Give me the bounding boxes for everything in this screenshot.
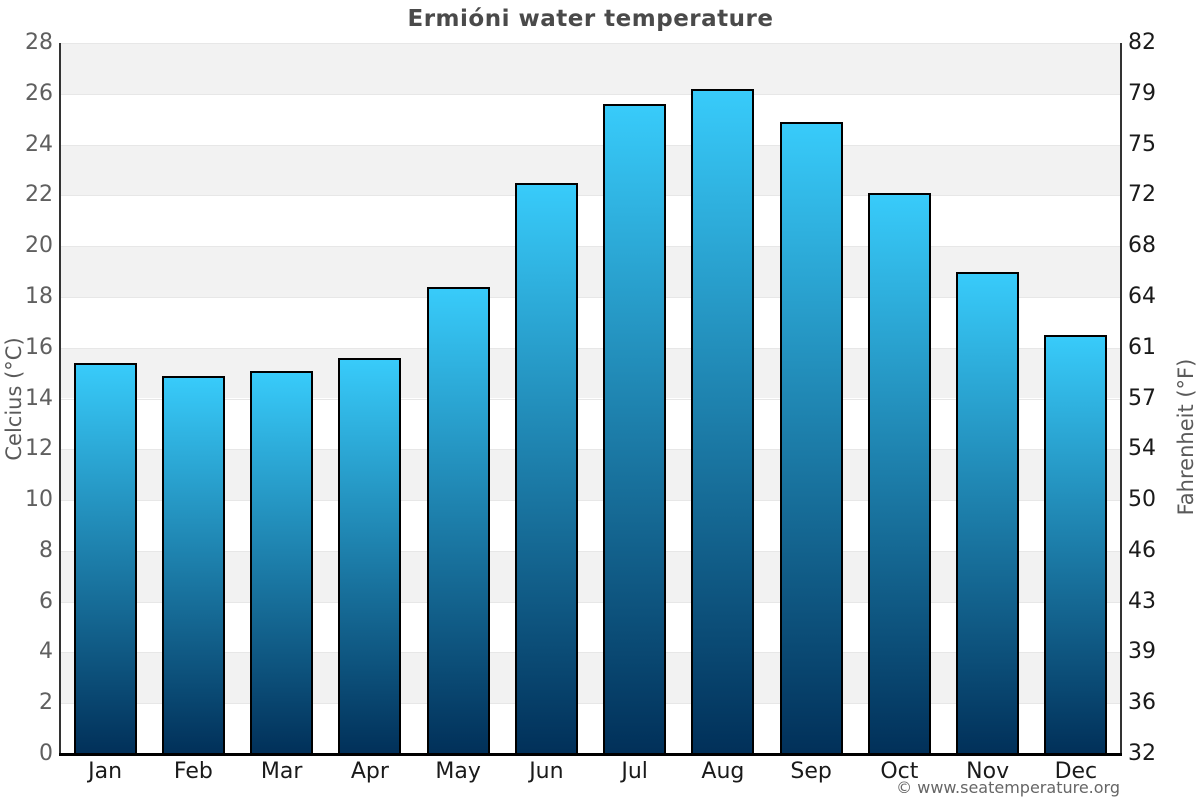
grid-band	[61, 296, 1120, 348]
temperature-bar	[603, 103, 667, 754]
x-tick-label: Mar	[260, 759, 303, 784]
grid-band	[61, 500, 1120, 551]
temperature-bar	[426, 286, 490, 754]
temperature-bar	[1044, 335, 1108, 754]
y-tick-label-right: 75	[1128, 131, 1156, 157]
y-tick-label-left: 28	[25, 30, 53, 55]
y-tick-label-right: 36	[1128, 690, 1156, 716]
y-tick-label-left: 2	[39, 690, 53, 716]
grid-band	[61, 93, 1120, 145]
gridline	[61, 145, 1120, 146]
x-axis-line	[59, 753, 1122, 756]
y-tick-label-right: 68	[1128, 233, 1156, 259]
y-tick-label-right: 39	[1128, 639, 1156, 665]
y-tick-label-left: 0	[39, 741, 53, 766]
x-tick-label: Jun	[529, 759, 564, 784]
x-tick-label: Nov	[966, 759, 1010, 784]
grid-band	[61, 144, 1120, 196]
grid-band	[61, 398, 1120, 450]
gridline	[61, 551, 1120, 552]
y-tick-label-left: 18	[25, 283, 53, 309]
y-tick-label-right: 79	[1128, 80, 1156, 106]
gridline	[61, 297, 1120, 298]
x-tick-label: Jan	[88, 759, 123, 784]
temperature-bar	[867, 192, 931, 754]
y-tick-label-right: 72	[1128, 182, 1156, 208]
y-tick-label-right: 50	[1128, 487, 1156, 513]
y-tick-label-left: 10	[25, 487, 53, 513]
x-tick-label: Oct	[880, 759, 919, 784]
grid-band	[61, 703, 1120, 754]
y-tick-label-right: 32	[1128, 741, 1156, 766]
grid-band	[61, 449, 1120, 501]
grid-band	[61, 550, 1120, 602]
gridline	[61, 602, 1120, 603]
gridline	[61, 500, 1120, 501]
temperature-bar	[338, 357, 402, 754]
y-tick-label-left: 22	[25, 182, 53, 208]
x-tick-label: Jul	[621, 759, 648, 784]
grid-band	[61, 652, 1120, 704]
gridline	[61, 703, 1120, 704]
y-tick-label-right: 57	[1128, 385, 1156, 411]
temperature-bar	[73, 362, 137, 754]
y-tick-label-left: 20	[25, 233, 53, 259]
y-tick-label-right: 54	[1128, 436, 1156, 462]
y-tick-label-right: 46	[1128, 537, 1156, 563]
y-tick-label-left: 8	[39, 537, 53, 563]
y-tick-label-left: 16	[25, 334, 53, 360]
x-tick-label: Feb	[173, 759, 213, 784]
grid-band	[61, 195, 1120, 247]
temperature-bar	[956, 271, 1020, 754]
y-tick-label-right: 82	[1128, 30, 1156, 55]
temperature-bar	[514, 182, 578, 754]
gridline	[61, 652, 1120, 653]
x-tick-label: May	[435, 759, 481, 784]
y-tick-label-left: 12	[25, 436, 53, 462]
y-tick-label-left: 6	[39, 588, 53, 614]
grid-band	[61, 601, 1120, 653]
gridline	[61, 43, 1120, 44]
y-tick-label-right: 64	[1128, 283, 1156, 309]
gridline	[61, 195, 1120, 196]
copyright-text: © www.seatemperature.org	[896, 778, 1120, 797]
x-tick-label: Sep	[790, 759, 832, 784]
y-tick-label-right: 43	[1128, 588, 1156, 614]
gridline	[61, 246, 1120, 247]
gridline	[61, 94, 1120, 95]
y-tick-label-left: 4	[39, 639, 53, 665]
x-tick-label: Aug	[701, 759, 745, 784]
y-axis-left-title: Celcius (°C)	[2, 336, 26, 461]
chart-title: Ermióni water temperature	[407, 6, 774, 32]
y-tick-label-left: 14	[25, 385, 53, 411]
plot-area	[61, 43, 1120, 754]
y-tick-label-left: 24	[25, 131, 53, 157]
gridline	[61, 399, 1120, 400]
y-tick-label-left: 26	[25, 80, 53, 106]
temperature-bar	[161, 375, 225, 754]
temperature-bar	[250, 370, 314, 754]
grid-band	[61, 246, 1120, 297]
gridline	[61, 348, 1120, 349]
temperature-bar	[691, 88, 755, 754]
grid-band	[61, 347, 1120, 399]
x-tick-label: Dec	[1054, 759, 1098, 784]
y-axis-line-left	[59, 43, 61, 754]
x-tick-label: Apr	[350, 759, 389, 784]
gridline	[61, 449, 1120, 450]
y-axis-line-right	[1120, 43, 1122, 754]
y-axis-right-title: Fahrenheit (°F)	[1174, 358, 1198, 515]
y-tick-label-right: 61	[1128, 334, 1156, 360]
temperature-bar	[779, 121, 843, 754]
grid-band	[61, 43, 1120, 94]
